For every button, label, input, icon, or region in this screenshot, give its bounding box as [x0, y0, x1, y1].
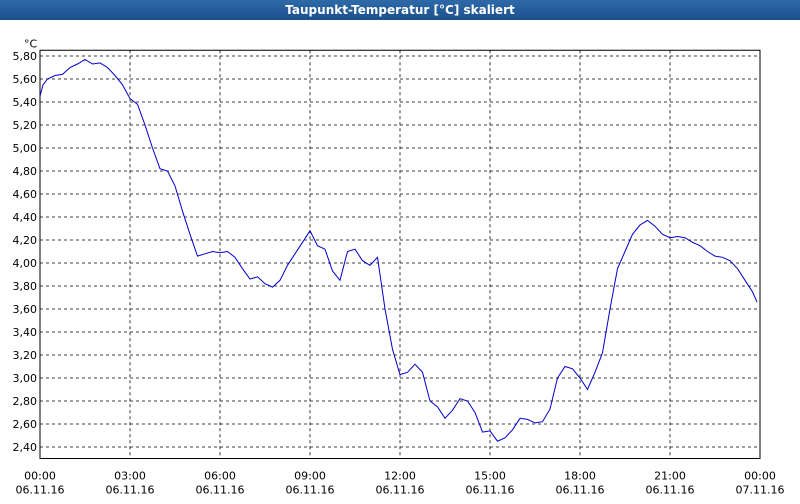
y-tick-label: 3,40	[13, 326, 38, 339]
plot-border	[39, 49, 761, 459]
y-tick-label: 4,20	[13, 234, 38, 247]
x-tick-date-label: 06.11.16	[556, 484, 605, 497]
x-tick-date-label: 06.11.16	[646, 484, 695, 497]
y-tick-label: 5,00	[13, 142, 38, 155]
y-tick-label: 3,60	[13, 303, 38, 316]
y-tick-label: 3,20	[13, 349, 38, 362]
x-tick-date-label: 06.11.16	[376, 484, 425, 497]
y-tick-label: 5,20	[13, 119, 38, 132]
x-tick-time-label: 18:00	[564, 470, 596, 483]
x-tick-time-label: 06:00	[204, 470, 236, 483]
y-tick-label: 4,80	[13, 165, 38, 178]
y-tick-label: 5,60	[13, 73, 38, 86]
y-tick-label: 2,80	[13, 395, 38, 408]
x-tick-date-label: 06.11.16	[106, 484, 155, 497]
x-tick-date-label: 06.11.16	[466, 484, 515, 497]
chart-area: 2,40 2,60 2,80 3,00 3,20 3,40 3,60 3,80 4,00 4,20…	[0, 20, 800, 500]
y-tick-label: 4,00	[13, 257, 38, 270]
y-tick-label: 2,40	[13, 441, 38, 454]
x-tick-date-label: 07.11.16	[736, 484, 785, 497]
y-tick-label: 4,40	[13, 211, 38, 224]
x-tick-time-label: 03:00	[114, 470, 146, 483]
x-tick-date-label: 06.11.16	[286, 484, 335, 497]
x-tick-date-label: 06.11.16	[196, 484, 245, 497]
label-layer: 2,40 2,60 2,80 3,00 3,20 3,40 3,60 3,80 4,00 4,20…	[13, 37, 785, 496]
x-tick-time-label: 09:00	[294, 470, 326, 483]
window-title: Taupunkt-Temperatur [°C] skaliert	[285, 3, 515, 17]
x-tick-time-label: 00:00	[744, 470, 776, 483]
axis-layer	[39, 49, 761, 459]
window-title-bar: Taupunkt-Temperatur [°C] skaliert	[0, 0, 800, 20]
y-tick-label: 3,00	[13, 372, 38, 385]
x-tick-time-label: 15:00	[474, 470, 506, 483]
y-tick-label: 3,80	[13, 280, 38, 293]
dewpoint-line-chart: 2,40 2,60 2,80 3,00 3,20 3,40 3,60 3,80 4,00 4,20…	[13, 37, 785, 496]
series-layer	[39, 58, 758, 442]
y-tick-label: 5,40	[13, 96, 38, 109]
y-axis-unit-label: °C	[24, 37, 38, 50]
dewpoint-series-line	[39, 58, 758, 442]
grid-layer	[39, 50, 761, 459]
x-tick-time-label: 00:00	[24, 470, 56, 483]
x-tick-time-label: 21:00	[654, 470, 686, 483]
y-tick-label: 5,80	[13, 50, 38, 63]
x-tick-date-label: 06.11.16	[16, 484, 65, 497]
x-tick-time-label: 12:00	[384, 470, 416, 483]
y-tick-label: 2,60	[13, 418, 38, 431]
y-tick-label: 4,60	[13, 188, 38, 201]
